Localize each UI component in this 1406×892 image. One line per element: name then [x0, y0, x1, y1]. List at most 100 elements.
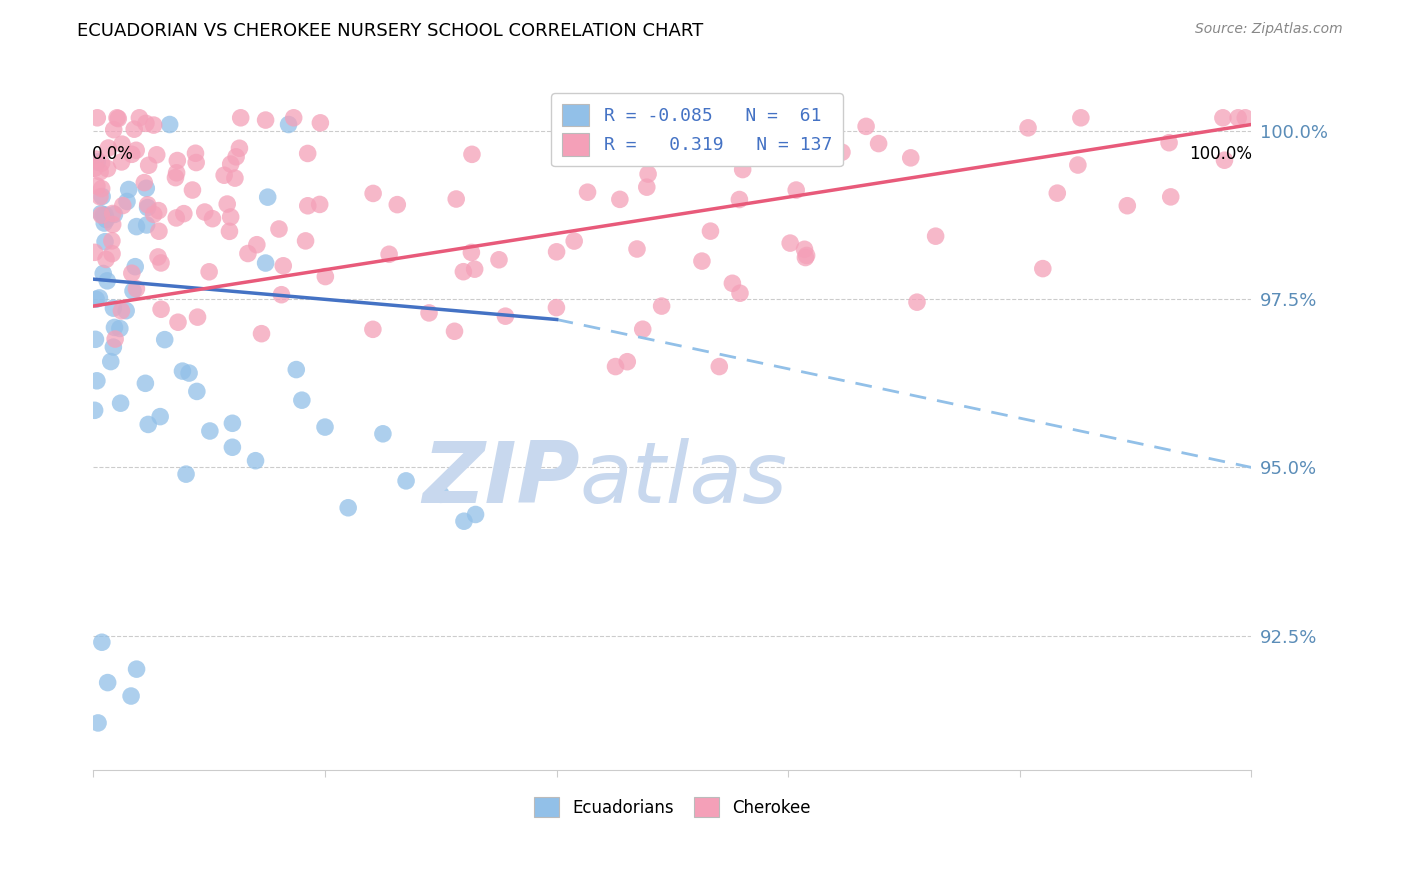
- Point: [453, 265, 475, 279]
- Point: [136, 198, 159, 212]
- Point: [831, 145, 853, 160]
- Point: [165, 170, 187, 185]
- Point: [91, 189, 114, 203]
- Point: [198, 424, 221, 438]
- Point: [96, 274, 118, 288]
- Point: [699, 224, 721, 238]
- Text: ZIP: ZIP: [422, 438, 579, 521]
- Point: [83, 161, 105, 176]
- Point: [103, 320, 125, 334]
- Point: [103, 301, 125, 315]
- Point: [731, 162, 754, 177]
- Point: [201, 211, 224, 226]
- Point: [146, 250, 169, 264]
- Point: [488, 252, 510, 267]
- Point: [225, 150, 247, 164]
- Point: [84, 152, 107, 166]
- Point: [297, 146, 319, 161]
- Point: [709, 359, 731, 374]
- Point: [378, 247, 401, 261]
- Point: [271, 259, 294, 273]
- Text: 100.0%: 100.0%: [1189, 145, 1253, 163]
- Point: [562, 234, 585, 248]
- Text: 0.0%: 0.0%: [93, 145, 134, 163]
- Point: [626, 242, 648, 256]
- Point: [277, 118, 299, 132]
- Point: [115, 194, 138, 209]
- Point: [91, 267, 114, 281]
- Point: [101, 234, 124, 248]
- Point: [229, 111, 252, 125]
- Point: [125, 143, 148, 157]
- Point: [453, 514, 475, 528]
- Point: [309, 116, 332, 130]
- Point: [868, 136, 890, 151]
- Point: [371, 426, 394, 441]
- Point: [86, 111, 108, 125]
- Point: [314, 269, 336, 284]
- Point: [461, 147, 484, 161]
- Point: [1017, 120, 1039, 135]
- Point: [165, 211, 187, 225]
- Point: [90, 206, 112, 220]
- Point: [793, 242, 815, 256]
- Point: [128, 111, 150, 125]
- Point: [121, 147, 143, 161]
- Point: [166, 153, 188, 168]
- Point: [418, 306, 440, 320]
- Point: [690, 254, 713, 268]
- Point: [651, 299, 673, 313]
- Point: [83, 403, 105, 417]
- Point: [101, 218, 124, 232]
- Point: [135, 181, 157, 195]
- Point: [250, 326, 273, 341]
- Point: [194, 205, 217, 219]
- Point: [89, 291, 111, 305]
- Point: [1046, 186, 1069, 201]
- Point: [142, 207, 165, 221]
- Point: [136, 201, 159, 215]
- Point: [267, 222, 290, 236]
- Point: [184, 146, 207, 161]
- Point: [576, 185, 599, 199]
- Point: [314, 420, 336, 434]
- Point: [855, 120, 877, 134]
- Point: [90, 208, 112, 222]
- Point: [794, 251, 817, 265]
- Point: [90, 156, 112, 170]
- Point: [136, 417, 159, 432]
- Point: [118, 182, 141, 196]
- Point: [89, 165, 111, 179]
- Point: [728, 286, 751, 301]
- Point: [725, 111, 748, 125]
- Point: [97, 675, 120, 690]
- Point: [108, 321, 131, 335]
- Point: [94, 208, 117, 222]
- Point: [766, 133, 789, 147]
- Point: [166, 166, 188, 180]
- Point: [1157, 136, 1180, 150]
- Point: [97, 141, 120, 155]
- Point: [631, 322, 654, 336]
- Point: [616, 355, 638, 369]
- Point: [101, 246, 124, 260]
- Point: [308, 197, 330, 211]
- Point: [1070, 111, 1092, 125]
- Point: [186, 384, 208, 399]
- Point: [135, 116, 157, 130]
- Point: [173, 207, 195, 221]
- Point: [297, 199, 319, 213]
- Point: [87, 715, 110, 730]
- Point: [103, 207, 125, 221]
- Point: [84, 332, 107, 346]
- Point: [86, 374, 108, 388]
- Point: [125, 219, 148, 234]
- Point: [145, 148, 167, 162]
- Point: [337, 500, 360, 515]
- Point: [198, 265, 221, 279]
- Point: [1032, 261, 1054, 276]
- Point: [111, 137, 134, 152]
- Point: [721, 277, 744, 291]
- Point: [94, 235, 117, 249]
- Point: [94, 252, 117, 267]
